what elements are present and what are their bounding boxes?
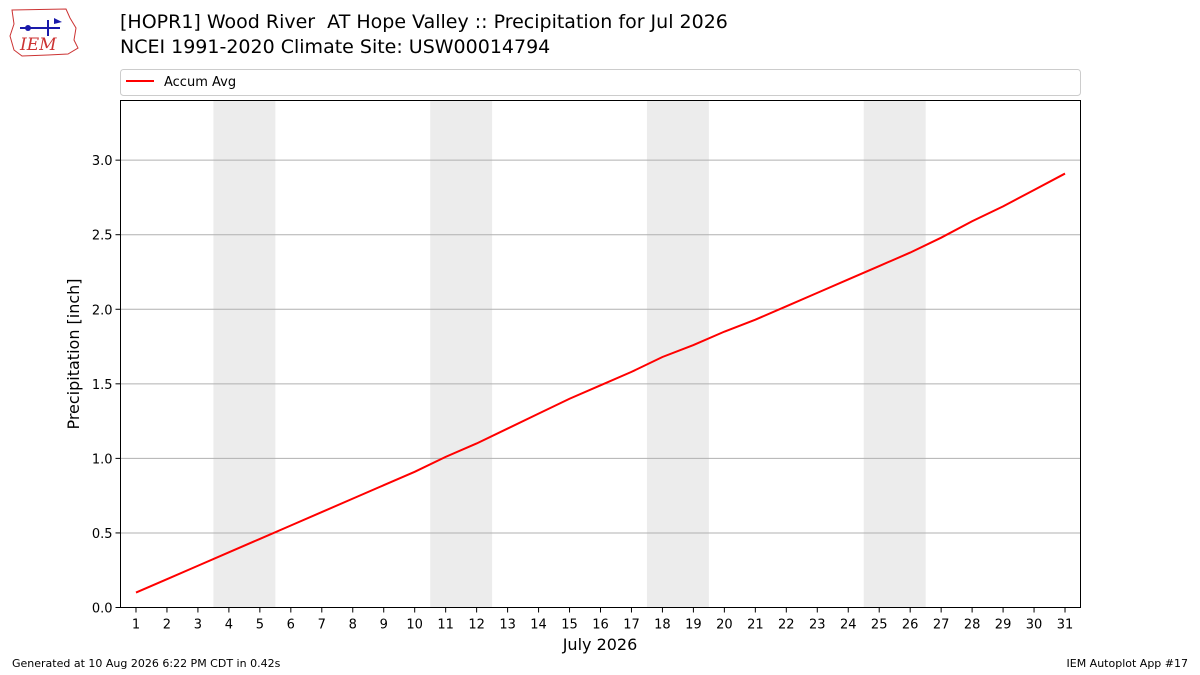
x-tick-label: 17	[623, 618, 640, 633]
x-tick-label: 2	[163, 618, 171, 633]
y-tick-label: 0.0	[92, 602, 113, 617]
x-tick-label: 5	[256, 618, 264, 633]
grid-lines	[120, 159, 1081, 534]
series-lines	[135, 172, 1066, 594]
x-tick-label: 8	[349, 618, 357, 633]
weekend-band	[430, 100, 493, 608]
weekend-band	[646, 100, 709, 608]
y-axis-label: Precipitation [inch]	[64, 278, 83, 429]
y-tick-label: 2.5	[92, 229, 113, 244]
y-tick-label: 0.5	[92, 527, 113, 542]
chart-title: [HOPR1] Wood River AT Hope Valley :: Pre…	[120, 11, 728, 33]
iem-logo: IEM	[9, 8, 79, 57]
y-axis-ticks: 0.0 0.5 1.0 1.5 2.0 2.5 3.0	[92, 154, 121, 617]
y-tick-label: 1.5	[92, 378, 113, 393]
x-tick-label: 29	[995, 618, 1012, 633]
y-tick-label: 3.0	[92, 154, 113, 169]
y-tick-label: 2.0	[92, 303, 113, 318]
x-tick-label: 15	[561, 618, 578, 633]
x-tick-label: 27	[933, 618, 950, 633]
x-tick-label: 9	[380, 618, 388, 633]
x-tick-label: 26	[902, 618, 919, 633]
x-tick-label: 21	[747, 618, 764, 633]
app-credit: IEM Autoplot App #17	[1066, 657, 1189, 670]
x-tick-label: 23	[809, 618, 826, 633]
x-tick-label: 4	[225, 618, 233, 633]
x-tick-label: 3	[194, 618, 202, 633]
x-tick-label: 24	[840, 618, 857, 633]
x-tick-label: 31	[1057, 618, 1074, 633]
logo-text: IEM	[19, 35, 57, 55]
x-axis-label: July 2026	[562, 635, 638, 654]
x-tick-label: 20	[716, 618, 733, 633]
x-tick-label: 7	[318, 618, 326, 633]
x-tick-label: 10	[406, 618, 423, 633]
chart-subtitle: NCEI 1991-2020 Climate Site: USW00014794	[120, 36, 551, 58]
x-tick-label: 12	[468, 618, 485, 633]
x-tick-label: 1	[132, 618, 140, 633]
weekend-band	[863, 100, 926, 608]
x-tick-label: 28	[964, 618, 981, 633]
x-tick-label: 19	[685, 618, 702, 633]
x-tick-label: 6	[287, 618, 295, 633]
x-axis-ticks: 1 2 3 4 5 6 7 8 9 10 11 12 13 14 15 16 17 18 19 20 21 22 23 24 2…	[132, 607, 1074, 633]
x-tick-label: 16	[592, 618, 609, 633]
x-tick-label: 22	[778, 618, 795, 633]
legend-label: Accum Avg	[164, 75, 236, 90]
x-tick-label: 14	[530, 618, 547, 633]
generated-timestamp: Generated at 10 Aug 2026 6:22 PM CDT in …	[12, 657, 281, 670]
x-tick-label: 11	[437, 618, 454, 633]
x-tick-label: 13	[499, 618, 516, 633]
legend: Accum Avg	[120, 69, 1081, 96]
x-tick-label: 30	[1026, 618, 1043, 633]
x-tick-label: 18	[654, 618, 671, 633]
y-tick-label: 1.0	[92, 452, 113, 467]
weekend-bands	[213, 100, 926, 608]
weekend-band	[213, 100, 276, 608]
x-tick-label: 25	[871, 618, 888, 633]
